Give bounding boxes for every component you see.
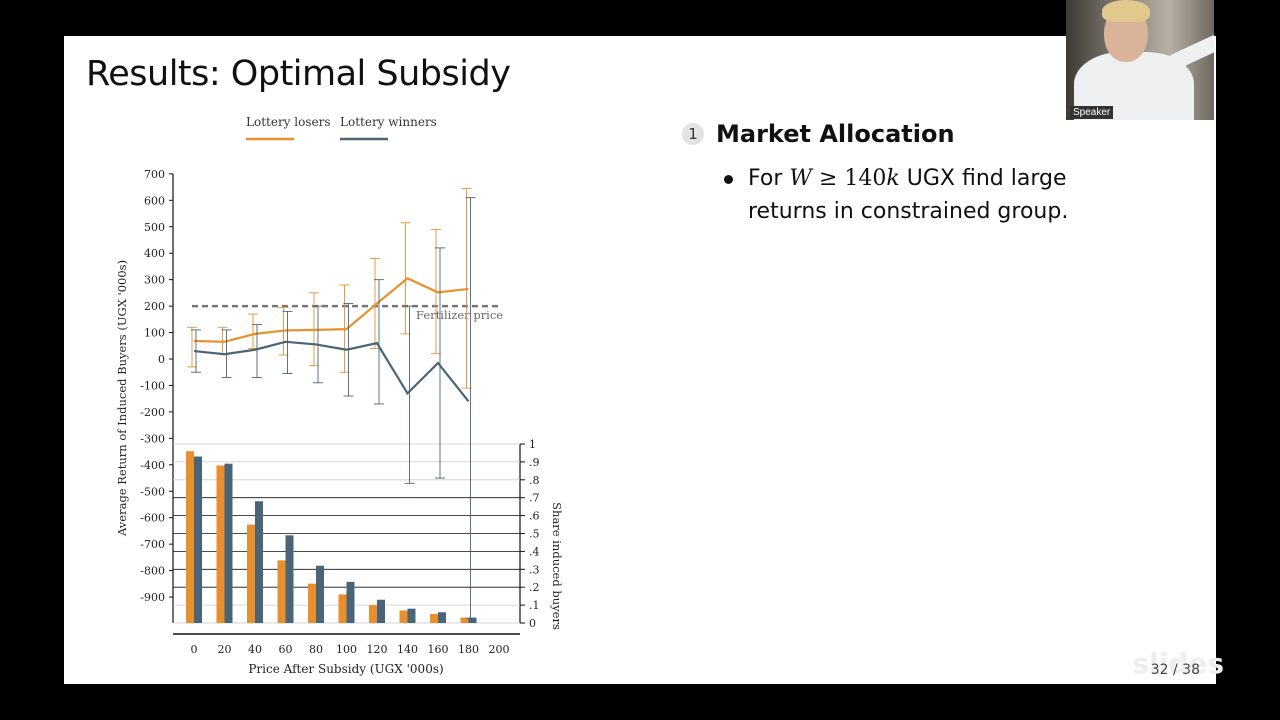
bar-winners [224, 463, 233, 623]
bar-winners [285, 535, 294, 623]
bar-losers [460, 617, 469, 623]
y-tick-label: -600 [140, 512, 165, 525]
y-tick-label: -200 [140, 406, 165, 419]
x-tick-label: 100 [336, 643, 357, 656]
x-tick-label: 20 [218, 643, 232, 656]
y-tick-label: -400 [140, 459, 165, 472]
x-tick-label: 200 [489, 643, 510, 656]
bullet-dot-icon [724, 175, 733, 184]
bar-losers [308, 583, 316, 623]
y2-tick-label: .8 [529, 474, 540, 487]
math-geq: ≥ [812, 166, 845, 191]
y-tick-label: 0 [158, 353, 165, 366]
y2-axis-title: Share induced buyers [550, 502, 564, 630]
page-number: 32 / 38 [1150, 662, 1200, 678]
y-tick-label: 200 [144, 300, 165, 313]
bar-winners [438, 612, 446, 623]
slide: Results: Optimal Subsidy Lottery losers L… [64, 36, 1224, 684]
y2-tick-label: .4 [529, 545, 540, 558]
x-axis-title: Price After Subsidy (UGX '000s) [248, 662, 443, 676]
bar-losers [399, 610, 408, 623]
y-tick-label: 700 [144, 168, 165, 181]
bar-losers [186, 451, 194, 623]
sub-bullet: For W ≥ 140k UGX find large returns in c… [724, 162, 1128, 228]
bar-winners [346, 581, 355, 623]
slide-title: Results: Optimal Subsidy [86, 54, 511, 94]
y2-tick-label: .9 [529, 456, 540, 469]
series-line-losers [193, 277, 469, 343]
y-axis-title: Average Return of Induced Buyers (UGX '0… [115, 260, 129, 537]
y-tick-label: -900 [140, 591, 165, 604]
x-tick-label: 140 [397, 643, 418, 656]
y2-tick-label: .3 [529, 563, 540, 576]
bar-losers [338, 594, 347, 623]
math-unit: k [886, 166, 900, 191]
bar-losers [369, 605, 377, 623]
x-tick-label: 120 [367, 643, 388, 656]
x-tick-label: 80 [309, 643, 323, 656]
fertilizer-price-label: Fertilizer price [416, 308, 503, 322]
bar-winners [194, 456, 202, 623]
y2-tick-label: 0 [529, 617, 536, 630]
numbered-item: 1 Market Allocation [682, 120, 1202, 148]
item-number-badge: 1 [682, 123, 704, 145]
y2-tick-label: .6 [529, 510, 540, 523]
y2-tick-label: 1 [529, 438, 536, 451]
x-tick-label: 180 [458, 643, 479, 656]
speaker-label: Speaker [1070, 106, 1114, 119]
y2-tick-label: .2 [529, 581, 540, 594]
bullet-list: 1 Market Allocation For W ≥ 140k UGX find… [682, 120, 1202, 228]
bar-losers [277, 560, 286, 623]
series-line-winners [193, 340, 470, 403]
optimal-subsidy-chart: Lottery losers Lottery winners70060050040… [115, 115, 564, 676]
watermark-logo: slides [1132, 647, 1224, 680]
y-tick-label: -100 [140, 379, 165, 392]
sub-line2: returns in constrained group. [748, 199, 1069, 224]
bar-winners [468, 617, 477, 623]
bar-winners [407, 608, 416, 623]
bar-losers [247, 524, 255, 623]
legend-label: Lottery winners [340, 115, 437, 129]
sub-prefix: For [748, 166, 790, 191]
y2-tick-label: .7 [529, 492, 540, 505]
y-tick-label: -800 [140, 565, 165, 578]
item-heading: Market Allocation [716, 120, 955, 148]
y-tick-label: -300 [140, 432, 165, 445]
sub-suffix: UGX find large [899, 166, 1067, 191]
y-tick-label: -500 [140, 485, 165, 498]
speaker-video: Speaker [1066, 0, 1214, 120]
bar-winners [255, 501, 263, 623]
y2-tick-label: .5 [529, 528, 540, 541]
x-tick-label: 60 [279, 643, 293, 656]
math-value: 140 [844, 166, 887, 191]
x-tick-label: 160 [428, 643, 449, 656]
math-var-w: W [789, 166, 812, 191]
x-tick-label: 0 [191, 643, 198, 656]
bar-losers [430, 614, 438, 623]
y-tick-label: -700 [140, 538, 165, 551]
bar-winners [377, 599, 385, 623]
y-tick-label: 100 [144, 327, 165, 340]
y-tick-label: 500 [144, 221, 165, 234]
y-tick-label: 400 [144, 247, 165, 260]
y-tick-label: 300 [144, 274, 165, 287]
y-tick-label: 600 [144, 194, 165, 207]
bar-winners [316, 565, 324, 623]
legend-label: Lottery losers [246, 115, 331, 129]
x-tick-label: 40 [248, 643, 262, 656]
y2-tick-label: .1 [529, 599, 540, 612]
bar-losers [216, 465, 225, 623]
